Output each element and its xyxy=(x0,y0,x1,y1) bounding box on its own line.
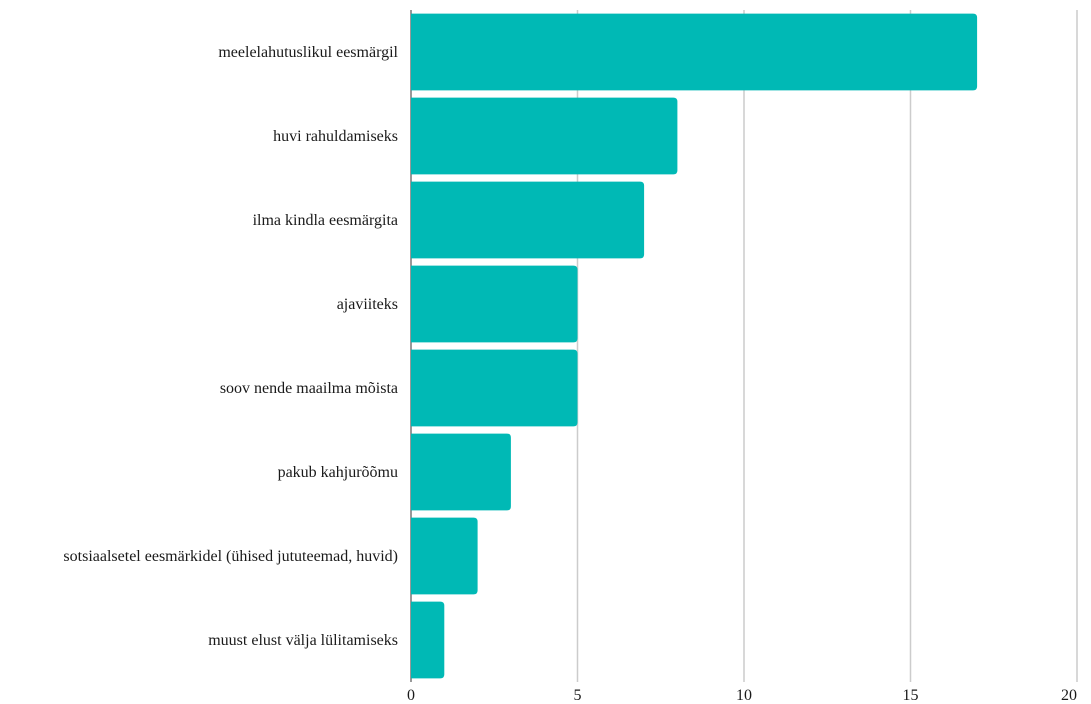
x-tick-label-20: 20 xyxy=(1061,687,1077,704)
bar-1 xyxy=(411,97,678,175)
bar-7 xyxy=(411,601,445,679)
bars xyxy=(411,13,978,679)
x-tick-label-15: 15 xyxy=(903,687,919,704)
category-label-4: soov nende maailma mõista xyxy=(220,380,398,397)
category-label-1: huvi rahuldamiseks xyxy=(273,128,398,145)
bar-6 xyxy=(411,517,478,595)
category-label-2: ilma kindla eesmärgita xyxy=(253,212,398,229)
category-label-7: muust elust välja lülitamiseks xyxy=(208,632,398,649)
bar-5 xyxy=(411,433,511,511)
bar-0 xyxy=(411,13,978,91)
bar-2 xyxy=(411,181,645,259)
x-tick-label-10: 10 xyxy=(736,687,752,704)
bar-3 xyxy=(411,265,578,343)
category-labels: meelelahutuslikul eesmärgil huvi rahuldam… xyxy=(63,44,398,649)
x-tick-labels: 0 5 10 15 20 xyxy=(407,687,1077,704)
category-label-3: ajaviiteks xyxy=(337,296,398,313)
category-label-5: pakub kahjurõõmu xyxy=(278,464,398,481)
x-tick-label-5: 5 xyxy=(574,687,582,704)
bar-4 xyxy=(411,349,578,427)
category-label-0: meelelahutuslikul eesmärgil xyxy=(218,44,398,61)
x-tick-label-0: 0 xyxy=(407,687,415,704)
category-label-6: sotsiaalsetel eesmärkidel (ühised jutute… xyxy=(63,548,398,565)
